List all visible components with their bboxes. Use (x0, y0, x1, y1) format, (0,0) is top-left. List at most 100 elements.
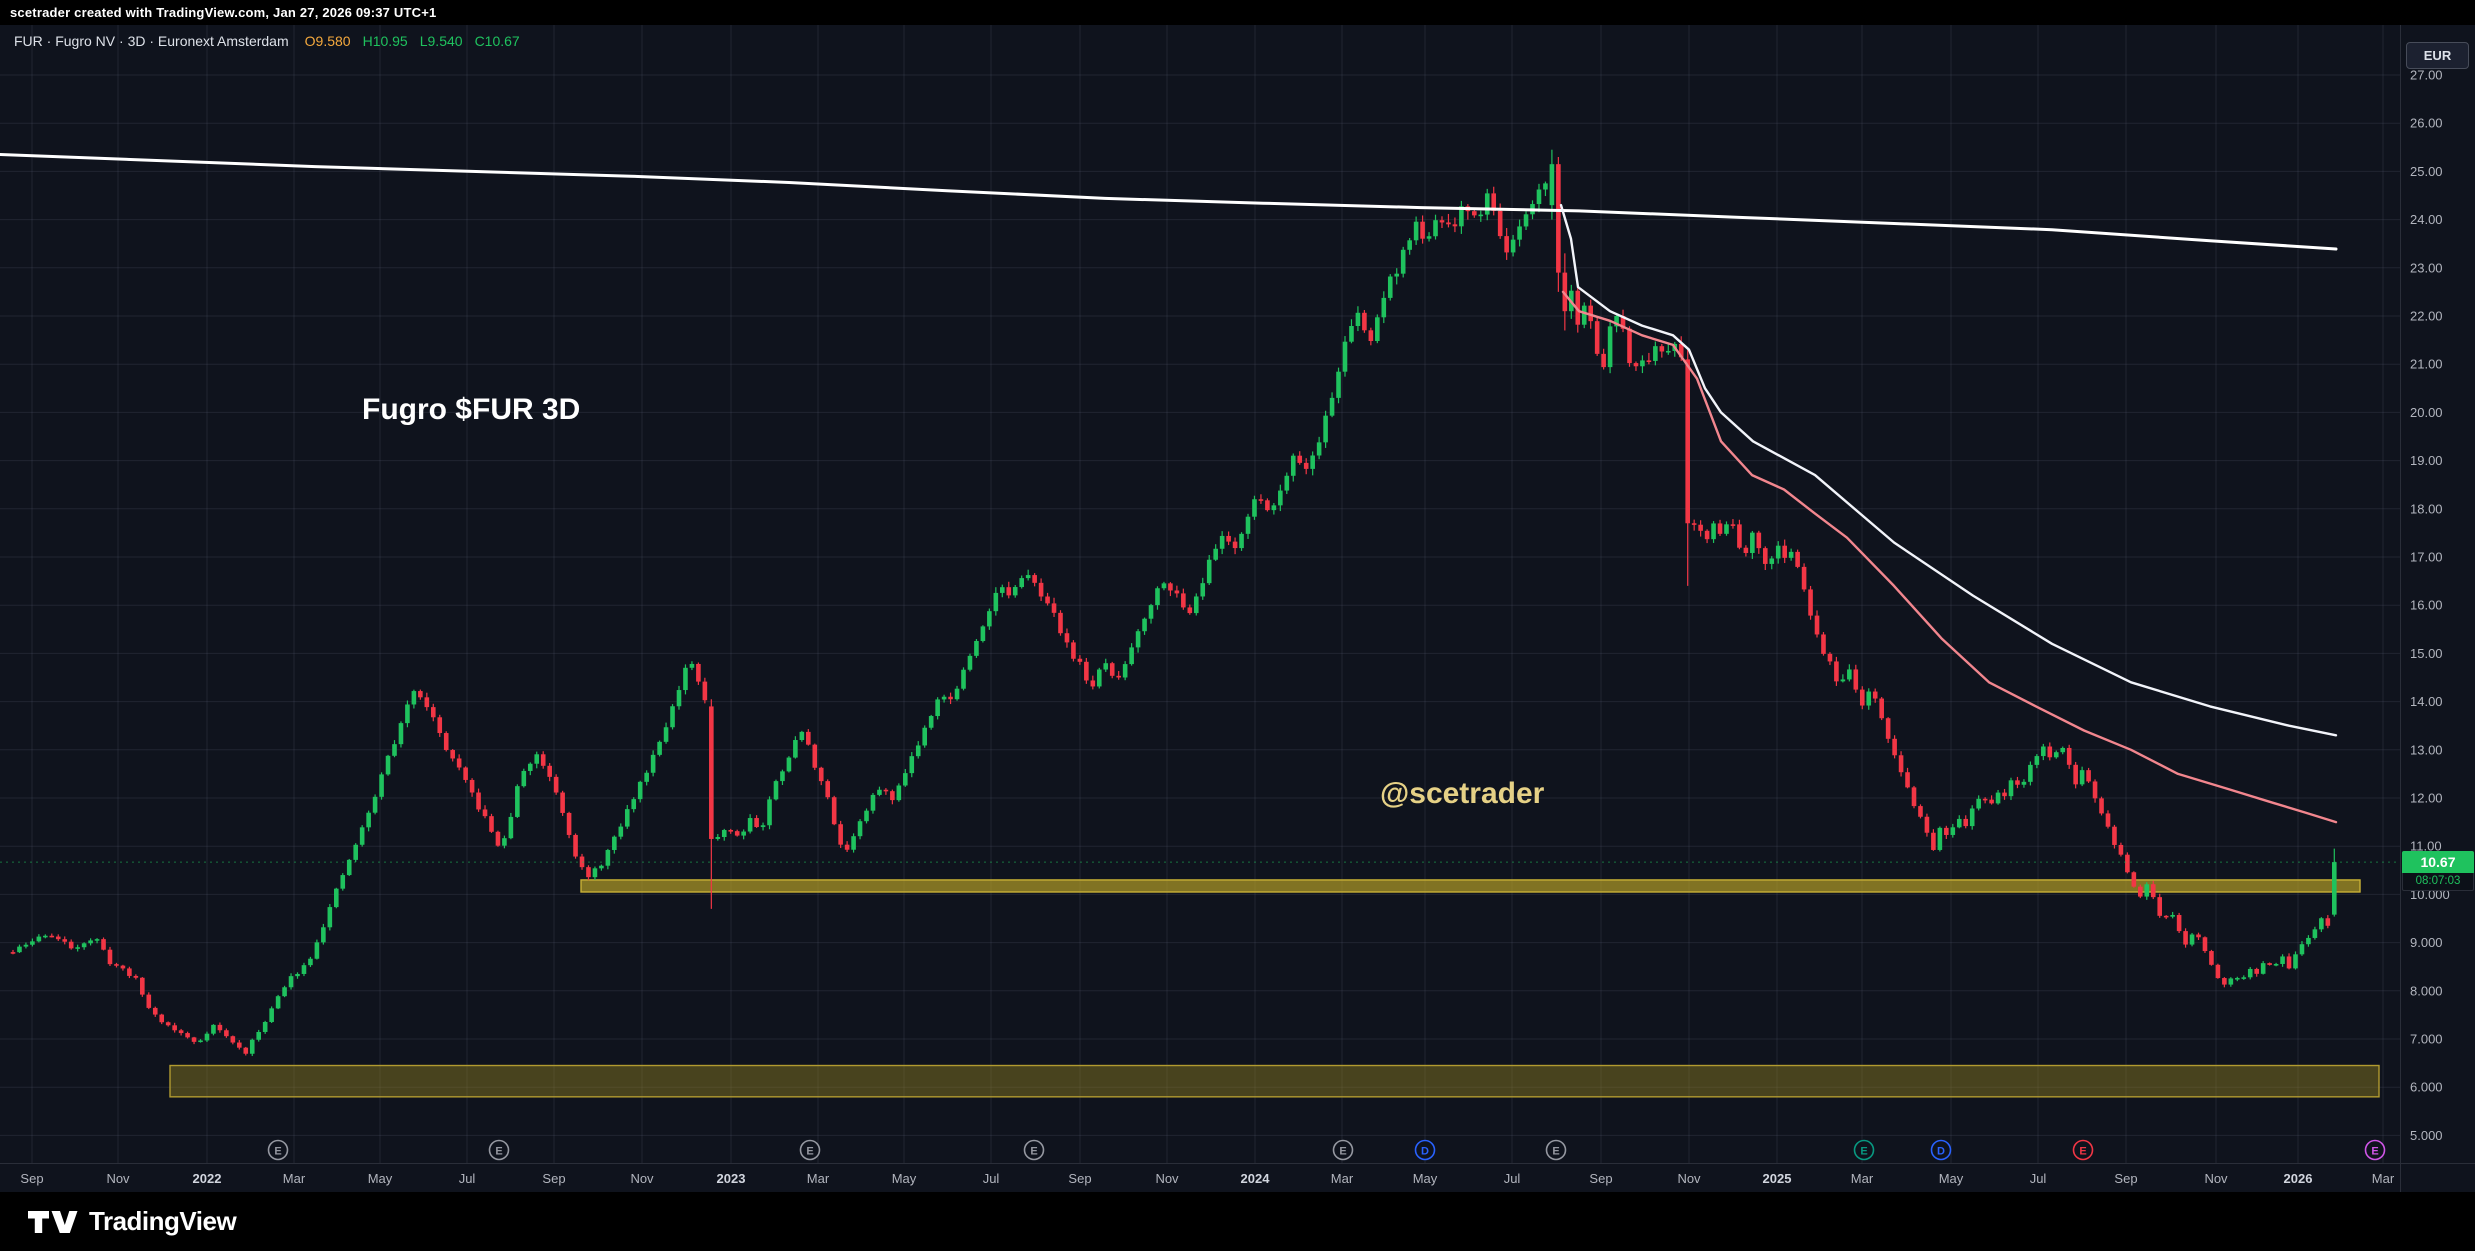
candle-body (2041, 746, 2046, 757)
candle-body (1284, 475, 1290, 491)
price-tick-label: 11.00 (2410, 839, 2442, 854)
candle-body (644, 772, 649, 782)
candle-body (405, 704, 410, 724)
price-tick-label: 25.00 (2410, 164, 2443, 179)
symbol-title[interactable]: FUR · Fugro NV · 3D · Euronext Amsterdam (14, 33, 289, 49)
candle-body (812, 744, 818, 768)
event-marker[interactable]: E (1545, 1139, 1567, 1161)
candle-body (1239, 533, 1244, 549)
candle-body (1769, 558, 1775, 564)
candle-body (1472, 211, 1477, 216)
event-marker[interactable]: E (488, 1139, 510, 1161)
candle-body (1278, 490, 1283, 506)
last-price-badge: 10.67 08:07:03 (2402, 851, 2474, 891)
event-marker[interactable]: E (1332, 1139, 1354, 1161)
candle-body (734, 831, 740, 836)
candle-body (683, 667, 688, 691)
candle-body (1362, 312, 1367, 331)
candle-body (489, 816, 494, 832)
grid-lines (0, 25, 2400, 1163)
candle-body (476, 792, 481, 810)
symbol-header[interactable]: FUR · Fugro NV · 3D · Euronext Amsterdam… (14, 33, 520, 49)
candle-body (1575, 290, 1581, 325)
chart-note-title[interactable]: Fugro $FUR 3D (362, 393, 581, 426)
candle-body (1213, 548, 1218, 560)
candle-body (2215, 964, 2221, 979)
candle-body (1549, 164, 1555, 206)
candle-body (941, 696, 947, 700)
candle-body (2286, 956, 2292, 969)
candle-body (2138, 886, 2143, 897)
event-marker[interactable]: E (799, 1139, 821, 1161)
candle-body (1420, 221, 1425, 239)
candle-body (101, 939, 106, 950)
candle-body (935, 699, 940, 717)
candle-body (1982, 798, 1988, 801)
price-tick-label: 26.00 (2410, 116, 2443, 131)
candle-body (1038, 582, 1044, 597)
price-axis[interactable] (2401, 25, 2475, 1164)
tradingview-logo-icon (28, 1210, 78, 1233)
price-tick-label: 14.00 (2410, 694, 2443, 709)
candle-body (1426, 236, 1432, 239)
candle-body (715, 837, 721, 839)
candle-body (954, 688, 960, 700)
candle-body (1045, 596, 1050, 604)
candle-body (1459, 206, 1464, 227)
candle-body (1821, 634, 1826, 654)
candle-body (1122, 664, 1128, 678)
candle-body (140, 977, 145, 995)
time-tick-label: 2023 (717, 1171, 746, 1186)
candle-body (1614, 316, 1619, 327)
support-zone[interactable] (580, 879, 2361, 893)
candle-body (385, 755, 391, 775)
time-axis[interactable] (0, 1164, 2400, 1192)
candle-body (2312, 929, 2318, 938)
candle-body (230, 1036, 236, 1043)
time-tick-label: Nov (106, 1171, 130, 1186)
candle-body (1058, 612, 1063, 634)
candle-body (1336, 371, 1341, 398)
candle-body (922, 727, 928, 746)
event-marker[interactable]: E (1853, 1139, 1875, 1161)
tradingview-logo[interactable]: TradingView (28, 1206, 237, 1237)
candle-body (1924, 816, 1930, 833)
candle-body (1653, 346, 1658, 361)
candle-body (676, 690, 682, 707)
candle-body (1607, 326, 1613, 368)
candle-body (1084, 661, 1089, 681)
candle-body (2306, 937, 2311, 945)
candle-body (1232, 541, 1238, 549)
candle-body (334, 888, 339, 908)
candle-body (237, 1042, 242, 1048)
candle-body (1808, 589, 1813, 616)
candle-body (172, 1025, 177, 1031)
ohlc-open-value: O9.580 (304, 33, 351, 49)
candle-body (806, 731, 811, 745)
candle-body (1504, 236, 1509, 253)
candle-body (1181, 593, 1186, 608)
watermark-handle[interactable]: @scetrader (1380, 777, 1545, 810)
candle-body (2008, 780, 2014, 797)
event-marker[interactable]: E (1023, 1139, 1045, 1161)
candle-body (838, 824, 843, 845)
price-tick-label: 6.000 (2410, 1080, 2443, 1095)
support-zone[interactable] (169, 1064, 2380, 1098)
price-tick-label: 19.00 (2410, 453, 2443, 468)
event-marker[interactable]: E (2364, 1139, 2386, 1161)
event-marker[interactable]: E (2072, 1139, 2094, 1161)
candle-body (2293, 954, 2298, 969)
candle-body (903, 773, 908, 786)
candle-body (282, 987, 287, 997)
event-marker[interactable]: D (1414, 1139, 1436, 1161)
candle-body (159, 1014, 165, 1023)
candle-body (1717, 523, 1723, 534)
currency-badge[interactable]: EUR (2406, 42, 2469, 69)
event-marker[interactable]: E (267, 1139, 289, 1161)
candle-body (217, 1024, 223, 1031)
candle-body (1801, 566, 1807, 590)
event-marker[interactable]: D (1930, 1139, 1952, 1161)
candle-body (1517, 226, 1522, 240)
price-tick-label: 5.000 (2410, 1128, 2443, 1143)
